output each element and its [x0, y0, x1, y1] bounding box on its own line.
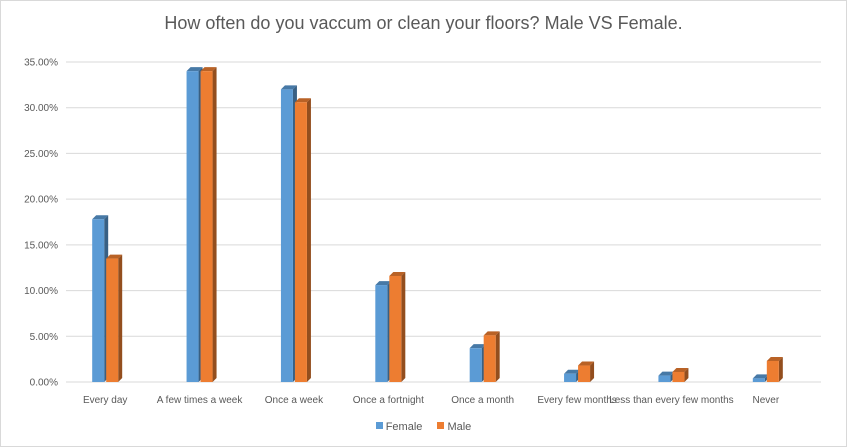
- x-tick-label: Less than every few months: [609, 395, 734, 406]
- y-tick-label: 25.00%: [24, 149, 58, 160]
- bar-male: [766, 360, 779, 382]
- bar-side: [778, 356, 783, 382]
- bar-side: [401, 271, 406, 382]
- bar-top: [752, 374, 769, 379]
- bar-top: [658, 371, 675, 376]
- legend-label-female: Female: [385, 421, 423, 433]
- chart-title: How often do you vaccum or clean your fl…: [164, 13, 683, 33]
- x-tick-label: Once a month: [451, 395, 514, 406]
- bar-male: [672, 371, 685, 382]
- bar-top: [564, 369, 581, 374]
- bar-female: [469, 348, 482, 382]
- legend-item-female: Female: [375, 421, 423, 433]
- bar-side: [118, 254, 123, 382]
- bar-top: [578, 361, 595, 366]
- bar-top: [280, 85, 297, 90]
- x-tick-label: Once a fortnight: [353, 395, 424, 406]
- x-tick-label: Never: [752, 395, 779, 406]
- bar-male: [294, 102, 307, 382]
- bar-side: [212, 67, 217, 383]
- bar-male: [483, 335, 496, 382]
- x-tick-label: Every day: [83, 395, 127, 406]
- x-tick-label: Once a week: [265, 395, 324, 406]
- bar-top: [106, 254, 123, 259]
- y-tick-label: 5.00%: [30, 332, 58, 343]
- legend-item-male: Male: [437, 421, 471, 433]
- x-tick-label: A few times a week: [157, 395, 244, 406]
- bar-female: [658, 375, 671, 382]
- bar-female: [186, 71, 199, 383]
- bar-top: [294, 98, 311, 103]
- y-tick-label: 15.00%: [24, 240, 58, 251]
- legend-swatch-male: [437, 422, 445, 429]
- bar-male: [389, 275, 402, 382]
- bar-top: [469, 344, 486, 349]
- y-tick-label: 10.00%: [24, 286, 58, 297]
- bar-top: [92, 215, 109, 220]
- chart-legend: Female Male: [1, 421, 846, 433]
- bar-top: [483, 331, 500, 336]
- y-tick-label: 20.00%: [24, 195, 58, 206]
- legend-label-male: Male: [447, 421, 472, 433]
- bar-male: [578, 365, 591, 382]
- bar-side: [306, 98, 311, 382]
- bar-male: [200, 71, 213, 383]
- bar-side: [684, 367, 689, 382]
- bar-male: [106, 258, 119, 382]
- bar-female: [752, 378, 765, 382]
- bar-top: [389, 271, 406, 276]
- y-tick-label: 0.00%: [30, 378, 58, 389]
- legend-swatch-female: [375, 422, 383, 429]
- bar-top: [672, 367, 689, 372]
- bar-top: [186, 67, 203, 72]
- y-tick-label: 35.00%: [24, 58, 58, 69]
- bar-top: [766, 356, 783, 361]
- bar-female: [564, 373, 577, 382]
- bar-top: [375, 281, 392, 286]
- bar-female: [92, 219, 105, 382]
- bar-female: [280, 89, 293, 382]
- bar-side: [590, 361, 595, 382]
- bar-female: [375, 285, 388, 382]
- bar-top: [200, 67, 217, 72]
- x-tick-label: Every few months: [537, 395, 616, 406]
- bar-side: [495, 331, 500, 382]
- y-tick-label: 30.00%: [24, 103, 58, 114]
